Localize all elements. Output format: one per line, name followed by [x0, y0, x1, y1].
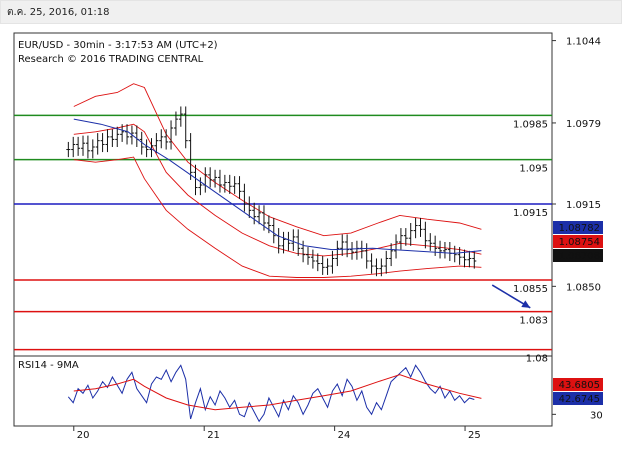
- rsi-box-0-label: 43.6805: [559, 380, 600, 391]
- rsi-ma-line: [73, 374, 482, 411]
- rsi-lines: [67, 364, 482, 423]
- ytick-label-1: 1.0979: [566, 119, 601, 130]
- rsi-line: [67, 364, 475, 423]
- arrow-head: [521, 300, 531, 308]
- level-label-4: 1.083: [519, 316, 548, 327]
- rsi-box-1-label: 42.6745: [559, 394, 600, 405]
- x-axis-ticks: 20 21 24 25: [73, 426, 481, 441]
- bollinger-bands: [73, 83, 482, 278]
- xtick-label-2: 24: [338, 430, 351, 441]
- y-axis-ticks: 1.1044 1.0979 1.0915 1.0850 30: [552, 37, 603, 421]
- rsi-box-1-bg: [553, 392, 603, 405]
- level-label-2: 1.0915: [513, 208, 548, 219]
- price-boxes: 1.08782 1.08754 1.08708 43.6805 42.6745: [553, 221, 603, 405]
- band-lower: [73, 156, 482, 278]
- price-box-1-label: 1.08754: [559, 237, 600, 248]
- xtick-label-3: 25: [468, 430, 481, 441]
- datestamp: ต.ค. 25, 2016, 01:18: [7, 7, 110, 18]
- band-upper: [73, 83, 482, 237]
- ytick-label-2: 1.0915: [566, 200, 601, 211]
- level-label-3: 1.0855: [513, 284, 548, 295]
- forecast-arrow: [491, 284, 531, 309]
- rsi-title: RSI14 - 9MA: [18, 360, 79, 371]
- price-box-0-label: 1.08782: [559, 223, 600, 234]
- ytick-label-0: 1.1044: [566, 37, 601, 48]
- rsi-panel: [13, 355, 553, 427]
- ytick-label-3: 1.0850: [566, 282, 601, 293]
- xtick-label-0: 20: [77, 430, 90, 441]
- rsi-ytick-label-0: 30: [590, 410, 603, 421]
- xtick-label-1: 21: [207, 430, 220, 441]
- ma-line: [73, 118, 482, 254]
- chart-title: EUR/USD - 30min - 3:17:53 AM (UTC+2): [18, 40, 218, 51]
- price-box-1-bg: [553, 235, 603, 248]
- level-label-1: 1.095: [519, 164, 548, 175]
- support-resistance-levels: 1.0985 1.095 1.0915 1.0855 1.083 1.08: [14, 114, 552, 365]
- chart-subtitle: Research © 2016 TRADING CENTRAL: [18, 54, 204, 65]
- level-label-0: 1.0985: [513, 119, 548, 130]
- price-box-2-bg: [553, 249, 603, 262]
- toolbar: ต.ค. 25, 2016, 01:18: [0, 0, 622, 24]
- price-panel: [13, 32, 553, 357]
- band-mid: [73, 123, 482, 257]
- price-box-2-label: 1.08708: [559, 251, 600, 262]
- rsi-box-0-bg: [553, 378, 603, 391]
- price-box-0-bg: [553, 221, 603, 234]
- moving-average: [73, 118, 482, 254]
- level-label-5: 1.08: [526, 354, 548, 365]
